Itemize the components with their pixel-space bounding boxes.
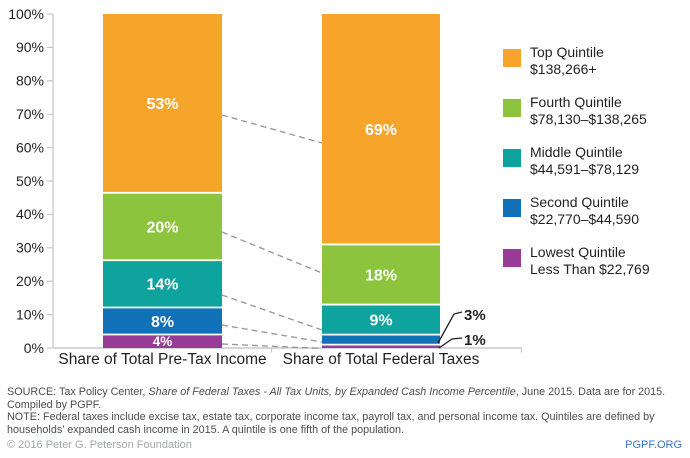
legend-label: Lowest Quintile Less Than $22,769 <box>530 244 650 277</box>
legend-quintile-name: Top Quintile <box>530 44 604 60</box>
y-tick-label: 70% <box>16 106 44 122</box>
note-line: NOTE: Federal taxes include excise tax, … <box>7 411 655 436</box>
legend-quintile-name: Second Quintile <box>530 194 629 210</box>
connector-line <box>221 114 323 144</box>
callout-leader-line <box>437 311 463 344</box>
segment-value-label: 18% <box>365 267 397 284</box>
legend-income-range: $138,266+ <box>530 60 597 77</box>
connector-line <box>221 324 323 343</box>
connector-line <box>221 294 323 331</box>
y-tick-label: 60% <box>16 139 44 155</box>
y-tick-label: 20% <box>16 273 44 289</box>
category-label-1: Share of Total Pre-Tax Income <box>58 351 266 368</box>
legend-item-lowest-quintile: Lowest Quintile Less Than $22,769 <box>503 244 689 277</box>
legend-swatch-fourth-quintile <box>503 99 521 117</box>
segment-second-quintile-bar1 <box>103 307 222 335</box>
segment-middle-quintile-bar1 <box>103 260 222 308</box>
segment-value-label: 20% <box>146 219 178 236</box>
y-tick-label: 80% <box>16 73 44 89</box>
legend-label: Middle Quintile $44,591–$78,129 <box>530 144 639 177</box>
segment-value-label: 9% <box>369 312 392 329</box>
legend-income-range: $78,130–$138,265 <box>530 110 647 127</box>
y-tick-label: 90% <box>16 39 44 55</box>
source-note-block: SOURCE: Tax Policy Center, Share of Fede… <box>7 386 685 436</box>
legend-label: Top Quintile $138,266+ <box>530 44 604 77</box>
legend-item-second-quintile: Second Quintile $22,770–$44,590 <box>503 194 689 227</box>
callout-label: 3% <box>464 307 486 324</box>
pgpf-org-link[interactable]: PGPF.ORG <box>625 439 682 451</box>
source-line: SOURCE: Tax Policy Center, Share of Fede… <box>7 386 685 411</box>
chart-legend: Top Quintile $138,266+ Fourth Quintile $78,… <box>503 44 689 277</box>
segment-value-label: 8% <box>151 314 174 331</box>
segment-value-label: 4% <box>153 334 173 349</box>
y-tick-label: 30% <box>16 240 44 256</box>
segment-lowest-quintile-bar2 <box>322 344 440 348</box>
category-label-2: Share of Total Federal Taxes <box>283 351 480 368</box>
segment-middle-quintile-bar2 <box>322 304 440 335</box>
y-tick-label: 0% <box>24 340 44 356</box>
legend-swatch-second-quintile <box>503 199 521 217</box>
legend-label: Second Quintile $22,770–$44,590 <box>530 194 639 227</box>
y-tick-label: 40% <box>16 206 44 222</box>
copyright-text: © 2016 Peter G. Peterson Foundation <box>7 439 192 451</box>
source-title-italic: Share of Federal Taxes - All Tax Units, … <box>148 386 516 398</box>
y-tick-label: 10% <box>16 306 44 322</box>
segment-top-quintile-bar1 <box>103 14 222 193</box>
segment-value-label: 69% <box>365 122 397 139</box>
legend-label: Fourth Quintile $78,130–$138,265 <box>530 94 647 127</box>
footer-bar: © 2016 Peter G. Peterson Foundation PGPF… <box>7 439 682 451</box>
source-prefix: SOURCE: Tax Policy Center, <box>7 386 149 398</box>
segment-lowest-quintile-bar1 <box>103 334 222 348</box>
segment-fourth-quintile-bar2 <box>322 244 440 305</box>
callout-label: 1% <box>464 332 486 349</box>
legend-swatch-lowest-quintile <box>503 249 521 267</box>
y-tick-label: 100% <box>8 6 44 22</box>
segment-value-label: 53% <box>146 96 178 113</box>
segment-top-quintile-bar2 <box>322 14 440 245</box>
callout-leader-line <box>438 337 463 349</box>
legend-swatch-top-quintile <box>503 49 521 67</box>
legend-item-top-quintile: Top Quintile $138,266+ <box>503 44 689 77</box>
stacked-bar-chart: 0% 10% 20% 30% 40% 50% 60% 70% 80% 90% 100% Share o… <box>8 6 523 368</box>
connector-line <box>221 231 323 274</box>
y-tick-label: 50% <box>16 173 44 189</box>
source-suffix: , June 2015. Data are for 2015. Compiled… <box>7 386 666 411</box>
legend-quintile-name: Fourth Quintile <box>530 94 622 110</box>
legend-quintile-name: Middle Quintile <box>530 144 623 160</box>
connector-line <box>221 343 323 350</box>
legend-item-middle-quintile: Middle Quintile $44,591–$78,129 <box>503 144 689 177</box>
legend-income-range: Less Than $22,769 <box>530 260 650 277</box>
legend-income-range: $22,770–$44,590 <box>530 210 639 227</box>
segment-fourth-quintile-bar1 <box>103 192 222 261</box>
legend-income-range: $44,591–$78,129 <box>530 160 639 177</box>
legend-quintile-name: Lowest Quintile <box>530 244 626 260</box>
segment-value-label: 14% <box>146 277 178 294</box>
legend-swatch-middle-quintile <box>503 149 521 167</box>
segment-second-quintile-bar2 <box>322 334 440 345</box>
legend-item-fourth-quintile: Fourth Quintile $78,130–$138,265 <box>503 94 689 127</box>
